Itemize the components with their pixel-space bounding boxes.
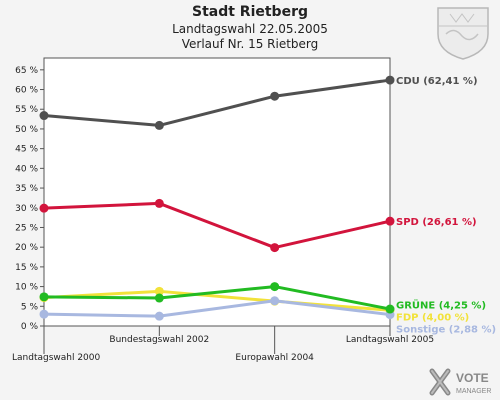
- y-tick-label: 30 %: [15, 204, 38, 214]
- y-tick-label: 60 %: [15, 86, 38, 96]
- data-point: [39, 309, 49, 319]
- logo-text: VOTE: [456, 371, 489, 385]
- y-tick-label: 15 %: [15, 263, 38, 273]
- y-tick-label: 35 %: [15, 184, 38, 194]
- data-point: [154, 120, 164, 130]
- data-point: [270, 243, 280, 253]
- x-tick-label: Europawahl 2004: [235, 353, 314, 363]
- y-tick-label: 5 %: [21, 302, 39, 312]
- data-point: [154, 311, 164, 321]
- data-point: [154, 286, 164, 296]
- y-tick-label: 20 %: [15, 243, 38, 253]
- chart-end-labels: FDP (4,00 %)Sonstige (2,88 %) GRÜNE (4,25…: [396, 76, 496, 335]
- chart-series: [39, 75, 395, 321]
- y-tick-label: 45 %: [15, 145, 38, 155]
- data-point: [385, 304, 395, 314]
- chart-title: Stadt Rietberg: [191, 4, 309, 20]
- series-end-label: SPD (26,61 %): [396, 217, 477, 228]
- x-tick-label: Landtagswahl 2005: [346, 335, 434, 345]
- y-tick-label: 10 %: [15, 283, 38, 293]
- series-end-label: GRÜNE (4,25 %): [396, 297, 486, 311]
- series-line-spd: [43, 201, 391, 250]
- logo-subtext: MANAGER: [456, 388, 491, 395]
- data-point: [39, 111, 49, 121]
- chart-subtitle: Landtagswahl 22.05.2005: [172, 22, 328, 36]
- chart-axes: 0 % 5 % 10 % 15 % 20 % 25 % 30 % 35 % 40 % 45 % 50…: [12, 57, 434, 363]
- vote-manager-logo: VOTE MANAGER: [429, 368, 491, 396]
- plot-area: [43, 57, 391, 327]
- y-tick-label: 55 %: [15, 105, 38, 115]
- y-tick-label: 65 %: [15, 66, 38, 76]
- data-point: [154, 198, 164, 208]
- series-line-cdu: [43, 78, 391, 127]
- data-point: [270, 282, 280, 292]
- data-point: [39, 203, 49, 213]
- data-point: [270, 91, 280, 101]
- series-line-grüne: [43, 285, 391, 311]
- data-point: [39, 292, 49, 302]
- coat-of-arms-icon: [437, 7, 489, 60]
- data-point: [154, 293, 164, 303]
- series-end-label: CDU (62,41 %): [396, 76, 478, 87]
- chart-subtitle-2: Verlauf Nr. 15 Rietberg: [181, 37, 319, 51]
- y-tick-label: 40 %: [15, 164, 38, 174]
- x-tick-label: Bundestagswahl 2002: [109, 335, 209, 345]
- series-line-fdp: [43, 289, 391, 312]
- series-end-label: FDP (4,00 %): [396, 312, 469, 323]
- y-tick-label: 0 %: [21, 322, 39, 332]
- y-tick-label: 50 %: [15, 125, 38, 135]
- y-tick-label: 25 %: [15, 223, 38, 233]
- data-point: [270, 296, 280, 306]
- series-line-sonstige: [43, 299, 391, 318]
- data-point: [385, 75, 395, 85]
- data-point: [385, 216, 395, 226]
- series-end-label: Sonstige (2,88 %): [396, 324, 496, 335]
- x-tick-label: Landtagswahl 2000: [12, 353, 101, 363]
